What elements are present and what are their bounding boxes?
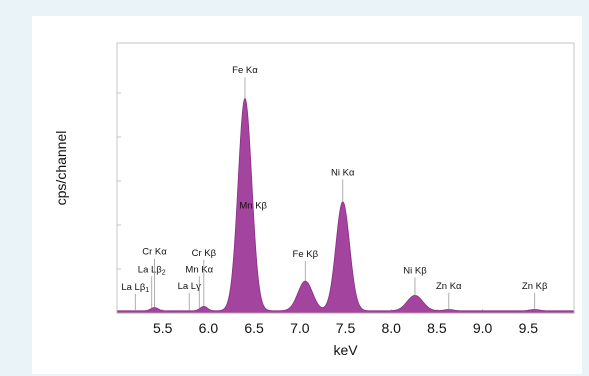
peak-label: Fe Kβ — [293, 249, 319, 260]
peak-label: La Lβ2 — [138, 264, 166, 276]
peak-annotations: La Lβ1 La Lβ2 Cr Kα La Lγ Mn Kα Cr Kβ Fe Kα Mn … — [121, 65, 548, 311]
x-tick-label: 9.0 — [473, 320, 493, 336]
x-tick-label: 6.0 — [199, 320, 219, 336]
x-tick-label: 8.5 — [427, 320, 447, 336]
x-tick-label: 7.5 — [336, 320, 356, 336]
peak-label: Ni Kβ — [403, 265, 427, 276]
spectrum-figure: La Lβ1 La Lβ2 Cr Kα La Lγ Mn Kα Cr Kβ Fe Kα Mn … — [32, 16, 582, 374]
peak-label: Mn Kα — [185, 264, 213, 275]
x-tick-label: 9.5 — [519, 320, 539, 336]
peak-label: La Lγ — [178, 281, 201, 292]
peak-label: Mn Kβ — [239, 201, 267, 212]
y-axis-label: cps/channel — [53, 131, 69, 206]
spectrum-series — [116, 97, 575, 314]
x-tick-label: 7.0 — [290, 320, 310, 336]
spectrum-chart: La Lβ1 La Lβ2 Cr Kα La Lγ Mn Kα Cr Kβ Fe Kα Mn … — [53, 42, 575, 358]
peak-label: Fe Kα — [232, 65, 258, 76]
peak-label: Ni Kα — [331, 168, 355, 179]
peak-label: Cr Kα — [142, 247, 167, 258]
peak-label: Cr Kβ — [192, 248, 217, 259]
peak-label: Zn Kβ — [522, 281, 548, 292]
plot-frame — [116, 42, 575, 314]
x-tick-label: 5.5 — [153, 320, 173, 336]
plot-border — [116, 42, 575, 314]
x-tick-label: 6.5 — [244, 320, 264, 336]
tick-labels: 5.5 6.0 6.5 7.0 7.5 8.0 8.5 9.0 9.5 — [153, 320, 538, 336]
peak-label: La Lβ1 — [121, 282, 149, 294]
x-axis-label: keV — [333, 342, 358, 358]
peak-label: Zn Kα — [436, 281, 462, 292]
x-tick-label: 8.0 — [381, 320, 401, 336]
spectrum-area — [116, 97, 575, 314]
